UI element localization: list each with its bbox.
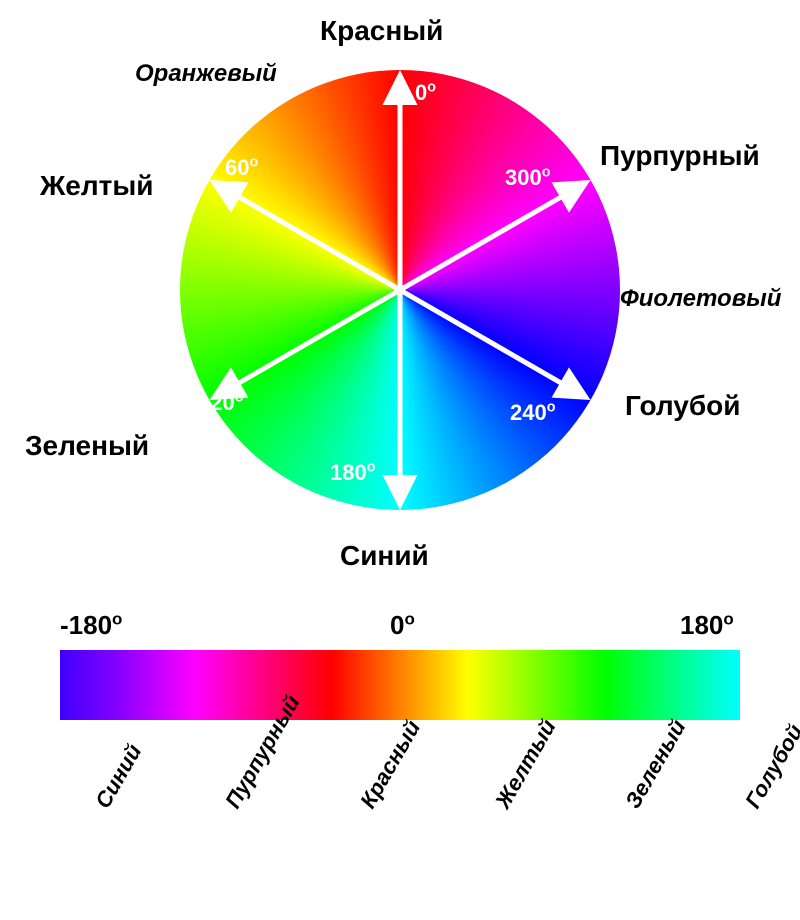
wheel-color-label: Фиолетовый (620, 285, 781, 313)
wheel-angle-label: 60o (225, 155, 258, 181)
color-wheel (180, 70, 620, 510)
wheel-angle-label: 300o (505, 165, 550, 191)
wheel-color-label: Синий (340, 540, 429, 572)
angle-value: 180 (330, 460, 367, 485)
wheel-color-label: Оранжевый (135, 60, 277, 88)
degree-symbol: o (427, 80, 436, 96)
angle-value: 0 (415, 80, 427, 105)
wheel-angle-label: 240o (510, 400, 555, 426)
bar-top-label: -180o (60, 610, 122, 641)
bar-bottom-labels: СинийПурпурныйКрасныйЖелтыйЗеленыйГолубо… (60, 720, 740, 890)
angle-value: 60 (225, 155, 249, 180)
bar-color-label: Желтый (490, 715, 562, 813)
bar-color-label: Синий (90, 740, 147, 813)
bar-angle-value: 180 (680, 610, 723, 640)
bar-color-label: Красный (355, 716, 426, 813)
degree-symbol: o (404, 609, 414, 628)
bar-color-label: Голубой (740, 720, 800, 813)
angle-value: 240 (510, 400, 547, 425)
wheel-color-label: Желтый (40, 170, 154, 202)
color-bar-section: -180o0o180o СинийПурпурныйКрасныйЖелтыйЗ… (60, 650, 740, 890)
bar-angle-value: 0 (390, 610, 404, 640)
degree-symbol: o (723, 609, 733, 628)
color-bar (60, 650, 740, 720)
bar-top-label: 0o (390, 610, 415, 641)
angle-value: 300 (505, 165, 542, 190)
bar-angle-value: -180 (60, 610, 112, 640)
wheel-color-label: Пурпурный (600, 140, 760, 172)
degree-symbol: o (112, 609, 122, 628)
bar-color-label: Зеленый (620, 715, 691, 813)
wheel-color-label: Красный (320, 15, 443, 47)
color-wheel-section: 0o60o120o180o240o300o КрасныйОранжевыйЖе… (0, 0, 800, 600)
wheel-angle-label: 0o (415, 80, 436, 106)
wheel-angle-label: 120o (198, 390, 243, 416)
degree-symbol: o (235, 390, 244, 406)
angle-value: 120 (198, 390, 235, 415)
degree-symbol: o (249, 155, 258, 171)
degree-symbol: o (367, 460, 376, 476)
wheel-color-label: Голубой (625, 390, 741, 422)
degree-symbol: o (542, 165, 551, 181)
bar-top-label: 180o (680, 610, 734, 641)
degree-symbol: o (547, 400, 556, 416)
wheel-angle-label: 180o (330, 460, 375, 486)
wheel-color-label: Зеленый (25, 430, 149, 462)
